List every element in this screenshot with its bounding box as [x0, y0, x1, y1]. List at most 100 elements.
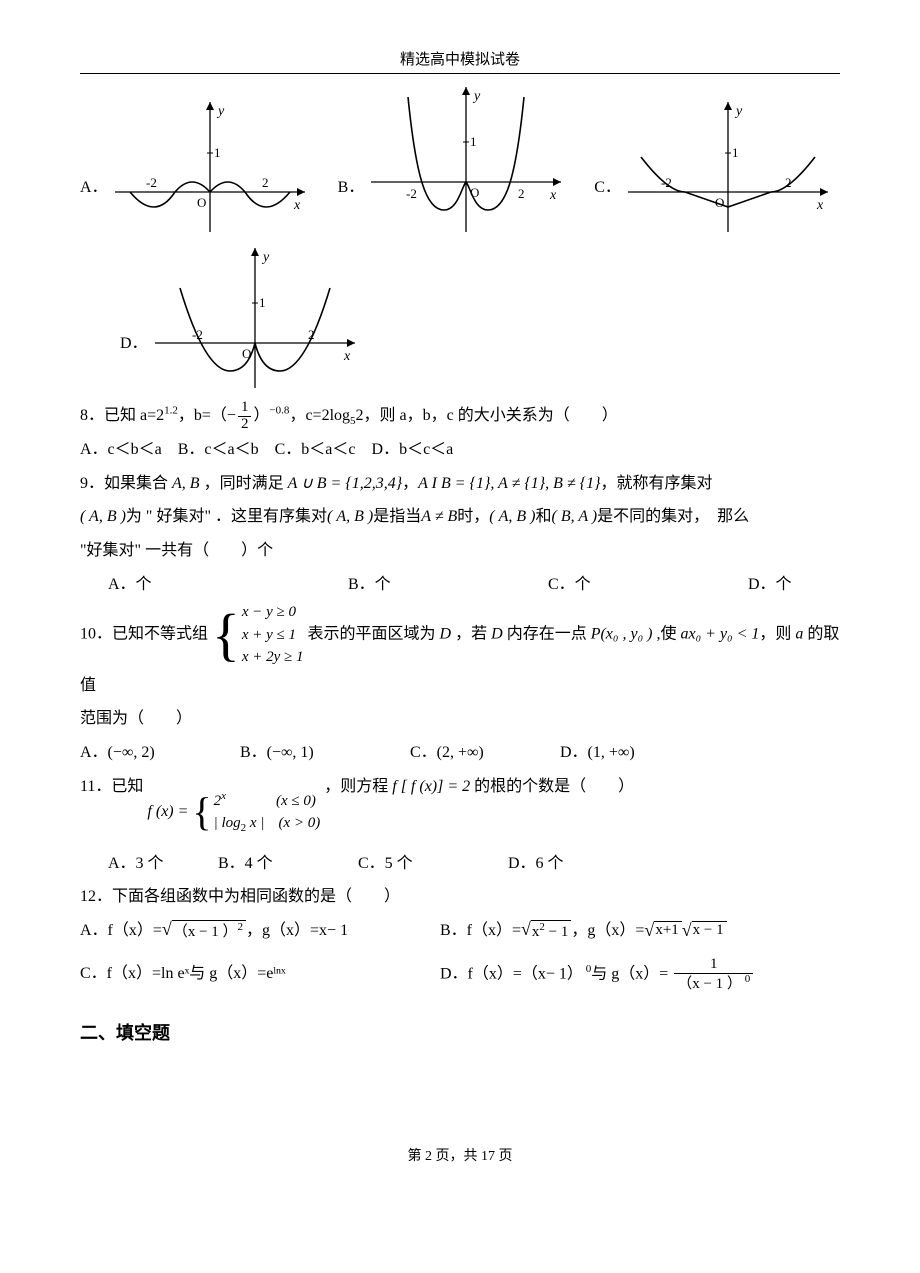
- sqrt: √x2 − 1: [521, 920, 571, 942]
- q8-stem: 8．已知 a=21.2，b=（−12）−0.8，c=2log52，则 a，b，c…: [80, 399, 840, 433]
- graph-a: y x O 1 -2 2: [110, 97, 310, 237]
- t: 页，共: [432, 1149, 481, 1164]
- graph-label: C．: [594, 173, 621, 197]
- math: ( B, A ): [552, 508, 598, 525]
- header-rule: [80, 73, 840, 74]
- eq: x + 2y ≥ 1: [242, 646, 304, 669]
- svg-text:1: 1: [470, 134, 477, 149]
- graph-option-d: D． y x O 1 -2 2: [120, 243, 360, 393]
- math: ( A, B ): [489, 508, 535, 525]
- t: x: [221, 790, 226, 802]
- q9-line1: 9．如果集合 A, B ，同时满足 A ∪ B = {1,2,3,4}，A I …: [80, 467, 840, 501]
- math: P(x₀ , y₀ ): [591, 626, 653, 643]
- math: A ∪ B = {1,2,3,4}: [288, 475, 403, 492]
- graph-option-b: B． y x O 1 -2 2: [338, 82, 567, 237]
- t: − 1: [545, 924, 568, 940]
- t: x |: [246, 815, 264, 831]
- math: A ≠ B: [421, 508, 457, 525]
- fraction: 12: [238, 400, 252, 433]
- t: （x − 1 ）: [677, 976, 742, 992]
- text: 为 " 好集对" ．这里有序集对: [126, 508, 327, 525]
- opt-a: A．个: [108, 568, 348, 602]
- t: | log: [214, 815, 241, 831]
- q12-opt-d: D．f（x）=（x− 1） 0与 g（x）= 1（x − 1 ） 0: [440, 957, 755, 993]
- t: 2: [238, 921, 244, 933]
- svg-text:1: 1: [214, 145, 221, 160]
- opt-b: B．4 个: [218, 847, 358, 881]
- svg-text:-2: -2: [661, 175, 672, 190]
- svg-text:-2: -2: [146, 175, 157, 190]
- q9-line2: ( A, B )为 " 好集对" ．这里有序集对( A, B )是指当A ≠ B…: [80, 500, 840, 534]
- text: 的根的个数是（ ）: [470, 778, 634, 795]
- q12-opt-c: C．f（x）=ln eˣ与 g（x）=eˡⁿˣ: [80, 957, 440, 993]
- text: 11．已知: [80, 778, 143, 795]
- page-footer: 第 2 页，共 17 页: [80, 1145, 840, 1165]
- q11-options: A．3 个 B．4 个 C．5 个 D．6 个: [80, 847, 840, 881]
- num: 1: [238, 400, 252, 416]
- graph-d: y x O 1 -2 2: [150, 243, 360, 393]
- eq: x + y ≤ 1: [242, 624, 304, 647]
- t: （x − 1 ）: [173, 924, 238, 940]
- svg-text:y: y: [734, 104, 743, 119]
- svg-text:x: x: [549, 188, 557, 203]
- t: x − 1: [692, 921, 727, 940]
- text: ，就称有序集对: [600, 475, 712, 492]
- svg-text:2: 2: [262, 175, 269, 190]
- q9-line3: "好集对" 一共有（ ）个: [80, 534, 840, 568]
- q12-opt-a: A．f（x）=√（x − 1 ）2，g（x）=x− 1: [80, 914, 440, 948]
- opt-b: B．(−∞, 1): [240, 736, 410, 770]
- q10-options: A．(−∞, 2) B．(−∞, 1) C．(2, +∞) D．(1, +∞): [80, 736, 840, 770]
- t: ，g（x）=: [571, 922, 644, 939]
- text: 时，: [457, 508, 489, 525]
- num: 1: [707, 957, 721, 973]
- t: A．f（x）=: [80, 922, 162, 939]
- fraction: 1 （x − 1 ） 0: [674, 957, 753, 993]
- math: A I B = {1}, A ≠ {1}, B ≠ {1}: [418, 475, 600, 492]
- opt-d: D．(1, +∞): [560, 736, 635, 770]
- text: 和: [535, 508, 551, 525]
- math: D: [440, 626, 452, 643]
- den: 2: [238, 416, 252, 433]
- eq: x − y ≥ 0: [242, 601, 304, 624]
- math: ( A, B ): [327, 508, 373, 525]
- q9-options: A．个 B．个 C．个 D．个: [80, 568, 840, 602]
- text: ，b=（−: [178, 407, 236, 424]
- q12-row-cd: C．f（x）=ln eˣ与 g（x）=eˡⁿˣ D．f（x）=（x− 1） 0与…: [80, 957, 840, 993]
- text: ）: [253, 407, 269, 424]
- svg-text:2: 2: [518, 186, 525, 201]
- text: 是指当: [373, 508, 421, 525]
- text: 表示的平面区域为: [308, 626, 440, 643]
- svg-text:x: x: [343, 349, 351, 364]
- svg-text:y: y: [216, 104, 225, 119]
- q10-line2: 范围为（ ）: [80, 702, 840, 736]
- piecewise: { 2x(x ≤ 0) | log2 x |(x > 0): [192, 788, 320, 837]
- t: ，g（x）=x− 1: [246, 922, 348, 939]
- text: ,使: [652, 626, 680, 643]
- q8-options: A．c＜b＜a B．c＜a＜b C．b＜a＜c D．b＜c＜a: [80, 433, 840, 467]
- q11-line1: 11．已知 f (x) = { 2x(x ≤ 0) | log2 x |(x >…: [80, 770, 840, 819]
- svg-text:1: 1: [259, 295, 266, 310]
- svg-text:y: y: [472, 89, 481, 104]
- sqrt: √（x − 1 ）2: [162, 920, 246, 942]
- graph-option-a: A． y x O 1 -2 2: [80, 97, 310, 237]
- math: ( A, B ): [80, 508, 126, 525]
- t: (x ≤ 0): [276, 793, 316, 809]
- text: 内存在一点: [503, 626, 591, 643]
- t: 0: [742, 973, 750, 985]
- opt-d: D．个: [748, 568, 792, 602]
- graph-label: B．: [338, 173, 365, 197]
- opt-a: A．(−∞, 2): [80, 736, 240, 770]
- opt-c: C．个: [548, 568, 748, 602]
- math: f (x) =: [147, 803, 188, 820]
- svg-text:x: x: [816, 198, 824, 213]
- t: (x > 0): [278, 815, 320, 831]
- text: ，c=2log: [289, 407, 350, 424]
- exp: 1.2: [164, 405, 178, 417]
- t: x+1: [654, 921, 681, 940]
- text: 2，则 a，b，c 的大小关系为（ ）: [356, 407, 618, 424]
- brace-icon: {: [212, 609, 240, 661]
- q12-stem: 12．下面各组函数中为相同函数的是（ ）: [80, 880, 840, 914]
- graph-row-2: D． y x O 1 -2 2: [80, 243, 840, 393]
- svg-text:O: O: [197, 195, 206, 210]
- graph-label: A．: [80, 173, 108, 197]
